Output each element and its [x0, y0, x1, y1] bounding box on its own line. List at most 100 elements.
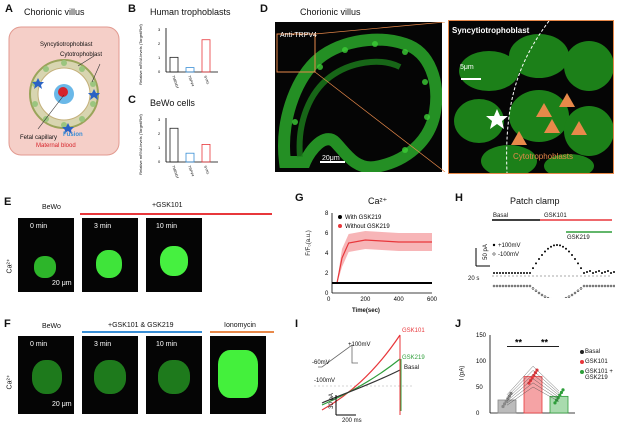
J-ylabel: I (pA) [459, 365, 466, 381]
J-pair-line [506, 382, 560, 404]
label-cytotrophoblasts: Cytotrophoblasts [513, 152, 574, 161]
H-point-p100 [565, 247, 567, 250]
J-point [501, 404, 505, 409]
label-cytotrophoblast: Cytotrophoblast [60, 52, 103, 58]
H-point-m100 [597, 284, 601, 288]
H-scale-x: 20 s [468, 276, 480, 282]
G-legend-marker-with [338, 215, 342, 219]
H-point-p100 [547, 247, 549, 250]
H-point-m100 [525, 284, 529, 288]
I-trace-basal [321, 369, 401, 404]
panel-C-title: BeWo cells [150, 98, 195, 108]
H-point-m100 [537, 291, 541, 295]
E-time-0: 0 min [30, 223, 48, 230]
J-point [553, 401, 557, 405]
svg-text:0: 0 [158, 159, 161, 164]
bar-TMEM16F [169, 127, 179, 163]
H-gsk101-label: GSK101 [544, 213, 567, 219]
triangle-icon [559, 93, 575, 107]
I-gsk219-label: GSK219 [402, 355, 425, 361]
F-ca-label: Ca²⁺ [6, 374, 14, 390]
H-point-m100 [504, 284, 508, 288]
E-time-10: 10 min [156, 223, 178, 230]
J-ytick: 50 [476, 385, 483, 391]
E-time-3: 3 min [94, 223, 112, 230]
panel-C-letter: C [128, 94, 136, 106]
J-sig-1: ** [515, 337, 523, 347]
H-point-p100 [502, 272, 504, 274]
H-point-m100 [570, 293, 574, 297]
panel-B-ylabel-box: Relative mRNA levels (Target/Ref) [130, 24, 143, 86]
H-point-m100 [600, 284, 604, 288]
G-ytick: 2 [325, 271, 329, 277]
triangle-icon [544, 119, 560, 133]
F-frame-0 [18, 336, 74, 414]
E-ca-label: Ca²⁺ [6, 258, 14, 274]
G-legend-with: With GSK219 [345, 215, 382, 221]
xtick-TRPV4: TRPV4 [187, 165, 195, 177]
panel-I-letter: I [295, 318, 299, 330]
H-point-p100 [583, 272, 585, 274]
H-point-p100 [592, 272, 594, 274]
J-legend-marker-gsk101 [580, 360, 584, 364]
F-frame-10 [146, 336, 202, 414]
panel-B-chart: 3 2 1 0 TMEM16F TRPV4 SYN1 [158, 27, 218, 88]
panel-D-letter: D [260, 3, 268, 15]
label-fusion: Fusion [63, 132, 83, 138]
F-frame-ionomycin [210, 336, 266, 414]
G-legend-marker-without [338, 224, 342, 228]
panel-A-title: Chorionic villus [24, 7, 85, 17]
G-xtick: 600 [427, 297, 438, 303]
G-series-without [332, 239, 432, 284]
H-point-p100 [553, 244, 555, 247]
triangle-icon [511, 131, 527, 145]
panel-G-letter: G [295, 192, 304, 204]
F-time-10: 10 min [156, 341, 178, 348]
bar-SYN1 [201, 39, 211, 73]
H-point-m100 [603, 284, 607, 288]
H-point-m100 [528, 284, 532, 288]
panel-C-chart: 3 2 1 0 TMEM16F TRPV4 SYN1 [158, 117, 218, 178]
G-xtick: 0 [327, 297, 331, 303]
panel-G-title: Ca²⁺ [368, 196, 388, 206]
H-point-p100 [544, 250, 546, 253]
F-orange-bar [210, 331, 274, 333]
J-point [504, 399, 508, 403]
G-error-band [332, 231, 432, 284]
E-group-bewo: BeWo [42, 204, 61, 211]
J-pair-line [506, 370, 560, 398]
H-gsk219-label: GSK219 [567, 235, 590, 241]
H-point-p100 [508, 272, 510, 274]
J-legend-basal: Basal [585, 349, 601, 355]
H-trace [475, 219, 615, 298]
triangle-icon [536, 103, 552, 117]
H-point-p100 [517, 272, 519, 274]
J-legend-marker-gsk219 [580, 370, 584, 374]
H-point-m100 [564, 296, 568, 298]
panel-C-ylabel: Relative mRNA levels (Target/Ref) [137, 114, 143, 175]
H-point-m100 [534, 289, 538, 293]
G-chart: 0 2 4 6 8 0 200 400 600 With GSK219 Without GSK219 [325, 211, 438, 303]
G-ytick: 0 [325, 291, 329, 297]
J-sig-2: ** [541, 337, 549, 347]
H-point-p100 [493, 272, 495, 274]
J-chart: 150 100 50 0 ** ** [476, 333, 584, 417]
scale-5um: 5μm [460, 64, 474, 71]
panel-B-title: Human trophoblasts [150, 7, 231, 17]
zoom-connector-lines [314, 22, 446, 172]
xtick-SYN1: SYN1 [203, 75, 210, 85]
E-frame-0 [18, 218, 74, 292]
I-v-minus60: -60mV [312, 360, 330, 366]
G-legend-without: Without GSK219 [345, 224, 390, 230]
H-point-p100 [538, 258, 540, 260]
svg-text:1: 1 [158, 145, 161, 150]
I-v-plus100: +100mV [348, 342, 371, 348]
J-legend-marker-basal [580, 350, 584, 354]
inset-micrograph [448, 20, 614, 174]
H-point-m100 [576, 289, 580, 293]
H-point-m100 [588, 284, 592, 288]
placenta-diagram [8, 26, 120, 156]
xtick-TMEM16F: TMEM16F [171, 165, 180, 178]
J-point [527, 381, 531, 385]
panel-B-ylabel: Relative mRNA levels (Target/Ref) [137, 24, 143, 85]
